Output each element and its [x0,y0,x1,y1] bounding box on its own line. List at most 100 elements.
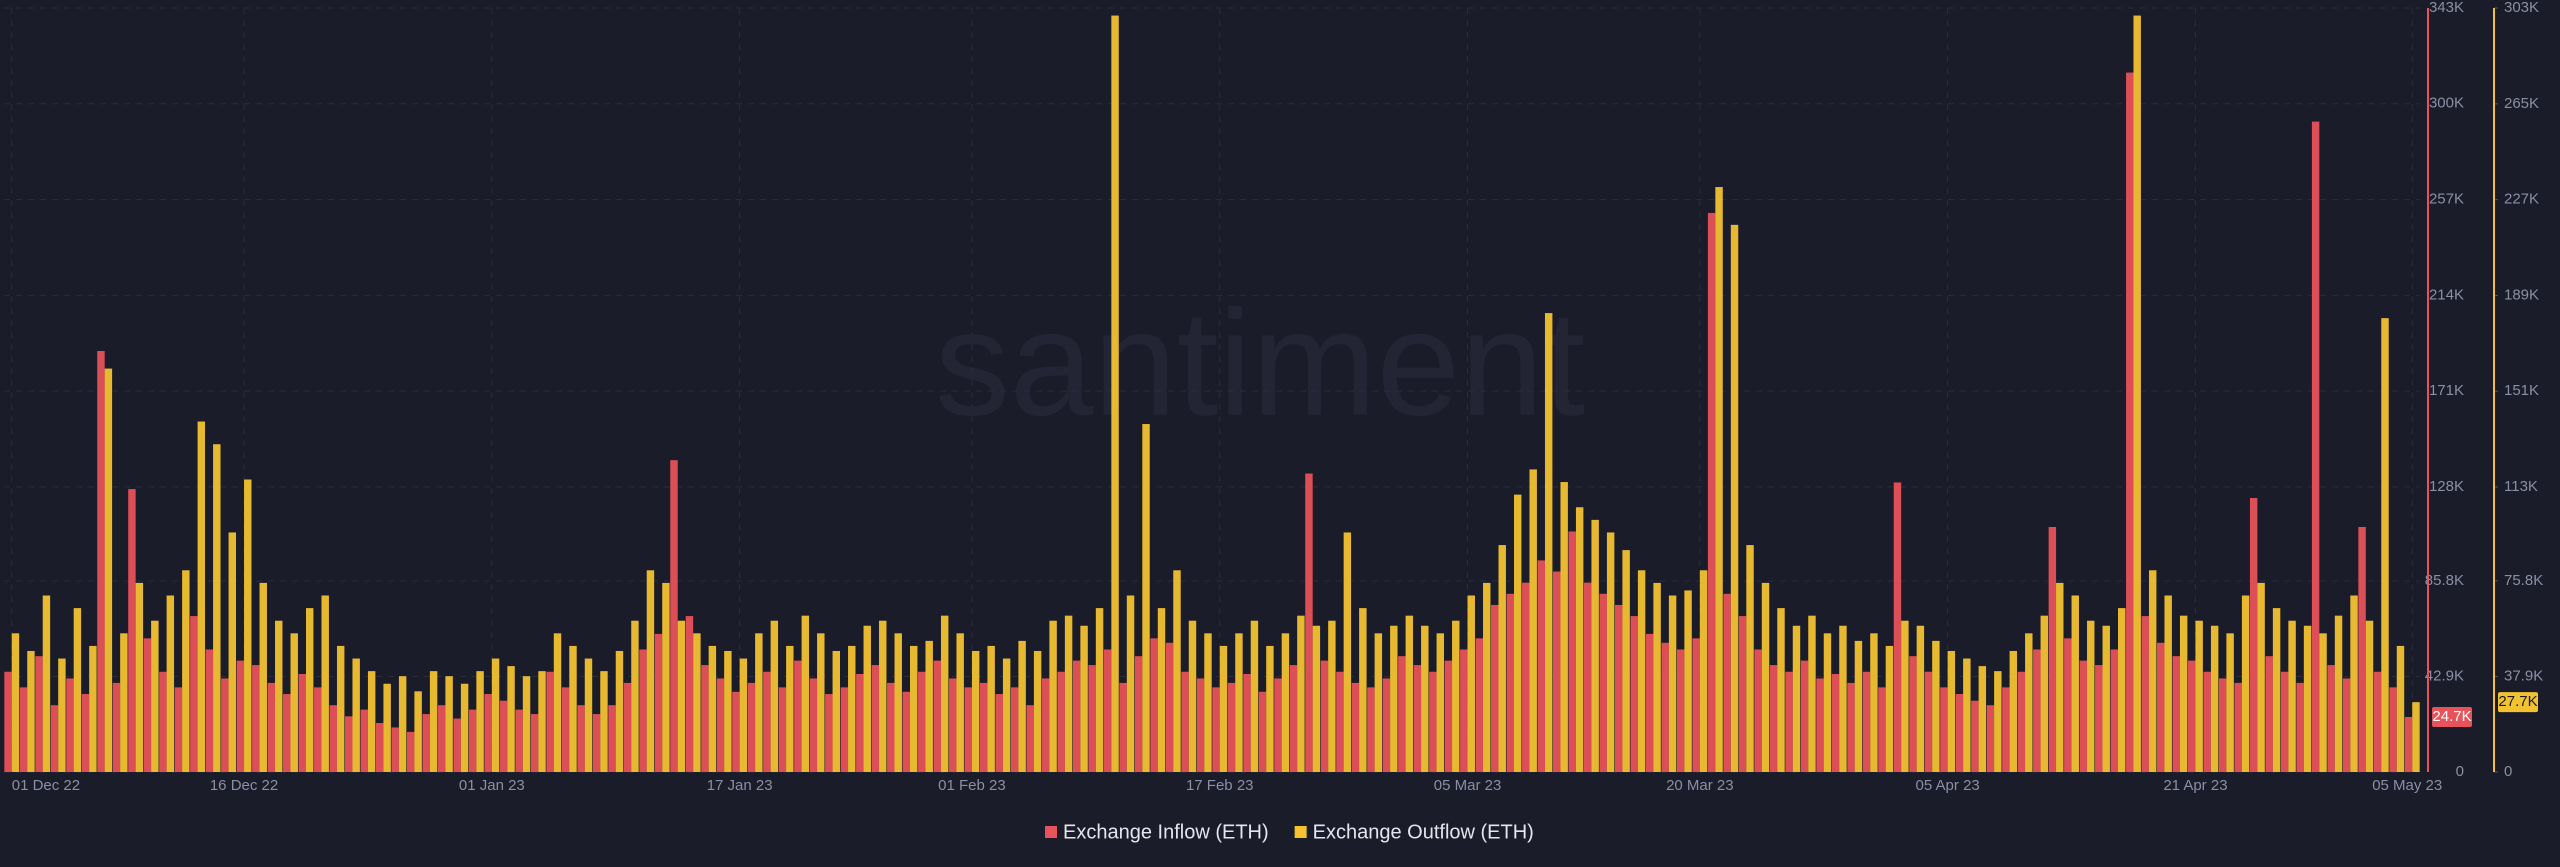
bar [1018,640,1026,772]
bar [631,620,639,772]
bar [1584,582,1592,772]
bar [2257,582,2265,772]
bar [283,694,291,772]
bar [600,671,608,772]
x-tick-label: 20 Mar 23 [1666,777,1734,794]
bar [336,645,345,772]
bar [2009,650,2018,772]
bar [259,582,267,772]
bar [89,645,97,772]
current-value-label: 27.7K [2498,693,2537,710]
bar [546,671,554,772]
bar [298,673,306,772]
bar [2226,633,2234,772]
bar [2334,615,2343,772]
x-tick-label: 17 Jan 23 [707,777,773,794]
bar [592,714,601,772]
bar [1831,673,1840,772]
bar [530,714,539,772]
bar [894,633,902,772]
bar [1599,593,1607,772]
y-tick-label: 171K [2429,382,2464,399]
bar [1351,682,1360,772]
bar [414,691,422,772]
y2-tick-label: 303K [2504,0,2539,16]
x-tick-label: 17 Feb 23 [1186,777,1254,794]
bar [1390,625,1398,772]
bar [1374,633,1383,772]
x-tick-label: 05 Apr 23 [1916,777,1980,794]
bar [1002,658,1011,772]
bar [1460,649,1468,772]
bar [553,633,562,772]
bar [1746,545,1754,772]
bar [755,633,763,772]
bar [933,660,941,772]
bar [97,351,105,772]
bar [321,595,329,772]
bar [1715,187,1723,773]
bar [1173,570,1181,772]
watermark: santiment [935,279,1585,447]
bar [166,595,175,772]
y-tick-label: 42.9K [2425,667,2464,684]
bar [19,687,28,772]
bar [1792,625,1801,772]
bar [1429,671,1437,772]
bar [120,633,128,772]
bar [2071,595,2079,772]
bar [1266,645,1274,772]
bar [1730,224,1739,773]
bar [1986,705,1995,772]
bar [1413,665,1422,772]
bar [468,709,477,772]
bar [1103,649,1112,772]
bar [1560,482,1568,772]
bar [1382,678,1391,772]
bar [724,650,732,772]
bar [484,694,492,772]
bar [2188,660,2196,772]
bar [786,645,794,772]
bar [2157,642,2165,772]
bar [646,570,655,772]
y2-tick-label: 0 [2504,763,2512,780]
bar [794,660,802,772]
bar [1893,482,1902,772]
bar [1498,545,1506,772]
bar [221,678,229,772]
y-tick-label: 300K [2429,95,2464,112]
bar [1947,650,1956,772]
bar [577,705,585,772]
bar [2179,615,2188,772]
bar [460,683,469,772]
current-value-box [2498,692,2538,713]
bar [569,645,577,772]
y2-tick-label: 227K [2504,191,2539,208]
bar [1630,616,1638,772]
bar [809,678,818,772]
bar [2102,625,2110,772]
bar [825,694,833,772]
bar [708,645,717,772]
bar [1963,658,1971,772]
bar [840,687,849,772]
bar [2056,582,2064,772]
bar [1336,671,1344,772]
bar [956,633,964,772]
bar [1049,620,1057,772]
bar [1606,532,1615,772]
bar [2079,660,2088,772]
bar [1823,633,1832,772]
bar [73,608,82,772]
y2-tick-label: 37.9K [2504,667,2543,684]
bar [2389,687,2397,772]
bar [1575,507,1584,772]
bar [4,671,12,772]
bar [677,620,686,772]
bar [383,683,391,772]
bar [832,650,840,772]
bar [1312,625,1321,772]
bar [1126,595,1135,772]
bar [1878,687,1886,772]
